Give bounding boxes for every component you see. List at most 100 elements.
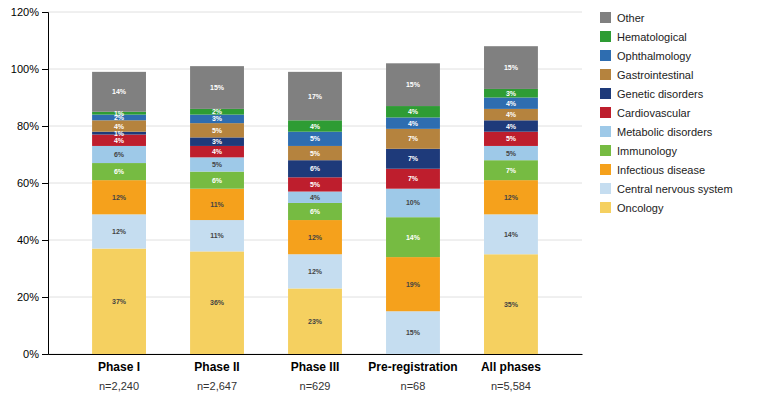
data-label: 5% xyxy=(506,135,517,142)
bar-segment xyxy=(190,109,244,115)
bar-segment xyxy=(386,106,440,117)
bar-segment xyxy=(190,115,244,124)
annotations: n=2,240n=2,647n=629n=68n=5,584 xyxy=(99,380,531,392)
y-tick: 40% xyxy=(17,234,48,246)
bar-segment xyxy=(386,217,440,257)
data-label: 36% xyxy=(210,299,225,306)
legend-label: Genetic disorders xyxy=(617,88,704,100)
data-label: 6% xyxy=(310,165,321,172)
legend-swatch xyxy=(600,88,611,99)
data-label: 11% xyxy=(210,232,224,239)
data-label: 12% xyxy=(504,194,519,201)
bar-segment xyxy=(386,169,440,189)
x-tick: Pre-registration xyxy=(368,354,457,374)
bar-segment xyxy=(288,220,342,254)
y-tick-label: 20% xyxy=(17,291,39,303)
bar-segment xyxy=(484,89,538,98)
data-label: 11% xyxy=(210,201,224,208)
x-tick: Phase I xyxy=(98,354,140,374)
data-label: 10% xyxy=(406,199,421,206)
data-label: 17% xyxy=(308,93,323,100)
legend-item: Gastrointestinal xyxy=(600,69,693,81)
bar-segment xyxy=(288,288,342,354)
annotation: n=5,584 xyxy=(491,380,531,392)
bar-segment xyxy=(386,257,440,311)
data-label: 14% xyxy=(112,88,127,95)
data-label: 2% xyxy=(212,108,223,115)
data-label: 15% xyxy=(210,84,225,91)
bar-segment xyxy=(92,72,146,112)
data-label: 5% xyxy=(310,135,321,142)
data-label: 4% xyxy=(408,120,419,127)
bar-segment xyxy=(190,172,244,189)
bar-segment xyxy=(288,203,342,220)
legend-swatch xyxy=(600,50,611,61)
legend-item: Cardiovascular xyxy=(600,107,691,119)
legend-swatch xyxy=(600,202,611,213)
chart: 37%12%12%6%6%4%1%4%2%1%14%36%11%11%6%5%4… xyxy=(0,0,782,400)
bar-segment xyxy=(386,311,440,354)
y-tick: 120% xyxy=(11,6,48,18)
data-label: 5% xyxy=(212,127,223,134)
data-label: 4% xyxy=(114,137,125,144)
legend-label: Ophthalmology xyxy=(617,50,691,62)
bar-segment xyxy=(386,129,440,149)
bar-segment xyxy=(484,109,538,120)
legend-item: Oncology xyxy=(600,202,664,214)
legend-label: Other xyxy=(617,12,645,24)
legend-item: Central nervous system xyxy=(600,183,733,195)
data-label: 12% xyxy=(112,228,127,235)
y-tick-mark xyxy=(42,69,48,70)
y-tick-mark xyxy=(42,297,48,298)
grid xyxy=(48,12,582,354)
legend-swatch xyxy=(600,12,611,23)
bar-segment xyxy=(190,189,244,220)
bar-segment xyxy=(386,149,440,169)
x-axis: Phase IPhase IIPhase IIIPre-registration… xyxy=(49,354,583,374)
data-label: 37% xyxy=(112,298,127,305)
y-tick-mark xyxy=(42,12,48,13)
data-label: 23% xyxy=(308,318,323,325)
data-label: 6% xyxy=(114,151,125,158)
data-label: 7% xyxy=(408,155,419,162)
data-label: 15% xyxy=(406,329,421,336)
x-tick-label: Pre-registration xyxy=(368,360,457,374)
data-label: 5% xyxy=(310,181,321,188)
bars xyxy=(92,46,538,354)
annotation: n=2,647 xyxy=(197,380,237,392)
y-tick: 20% xyxy=(17,291,48,303)
data-label: 5% xyxy=(506,150,517,157)
data-label: 7% xyxy=(408,135,419,142)
bar-segment xyxy=(288,132,342,146)
bar-segment xyxy=(288,177,342,191)
data-label: 5% xyxy=(212,161,223,168)
bar-segment xyxy=(484,98,538,109)
data-labels: 37%12%12%6%6%4%1%4%2%1%14%36%11%11%6%5%4… xyxy=(112,64,519,336)
x-tick: Phase III xyxy=(291,354,340,374)
y-axis: 0%20%40%60%80%100%120% xyxy=(11,6,49,360)
annotation: n=68 xyxy=(401,380,426,392)
y-tick-label: 0% xyxy=(23,348,39,360)
bar-segment xyxy=(92,214,146,248)
legend-swatch xyxy=(600,164,611,175)
bar-segment xyxy=(288,146,342,160)
bar-segment xyxy=(484,160,538,180)
legend-label: Cardiovascular xyxy=(617,107,691,119)
x-tick-label: All phases xyxy=(481,360,541,374)
legend-label: Immunology xyxy=(617,145,677,157)
legend: OtherHematologicalOphthalmologyGastroint… xyxy=(600,12,733,214)
bar-segment xyxy=(190,123,244,137)
data-label: 4% xyxy=(506,100,517,107)
annotation: n=629 xyxy=(300,380,331,392)
data-label: 4% xyxy=(212,148,223,155)
bar-segment xyxy=(288,120,342,131)
data-label: 6% xyxy=(212,177,223,184)
x-tick-label: Phase III xyxy=(291,360,340,374)
y-axis-line xyxy=(42,13,49,355)
data-label: 19% xyxy=(406,281,421,288)
plot: 37%12%12%6%6%4%1%4%2%1%14%36%11%11%6%5%4… xyxy=(11,6,583,392)
data-label: 3% xyxy=(212,115,223,122)
bar-segment xyxy=(484,214,538,254)
y-tick-label: 40% xyxy=(17,234,39,246)
y-tick-mark xyxy=(42,126,48,127)
